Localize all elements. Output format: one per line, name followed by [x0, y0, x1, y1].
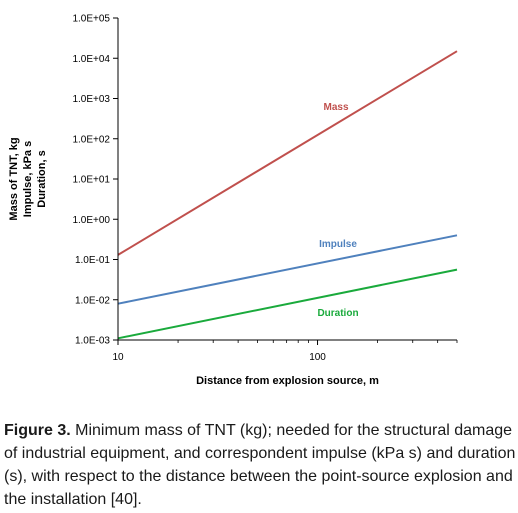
x-tick-label: 10: [112, 352, 124, 363]
y-axis-title-line: Mass of TNT, kg: [8, 137, 20, 220]
series-group: Mass Impulse Duration: [117, 50, 458, 340]
y-axis-title-line: Impulse, kPa s: [22, 141, 34, 217]
y-axis-title: Mass of TNT, kg Impulse, kPa s Duration, s: [8, 137, 48, 220]
series-label-impulse: Impulse: [319, 239, 357, 250]
figure-caption: Figure 3. Minimum mass of TNT (kg); need…: [4, 419, 516, 511]
y-tick-label: 1.0E-03: [75, 336, 110, 347]
y-tick-label: 1.0E+01: [72, 175, 110, 186]
y-tick-label: 1.0E+02: [72, 134, 110, 145]
x-axis-title: Distance from explosion source, m: [196, 375, 379, 387]
series-line-impulse: [117, 234, 458, 305]
y-tick-label: 1.0E+04: [72, 54, 110, 65]
y-tick-label: 1.0E+03: [72, 94, 110, 105]
y-ticks: 1.0E-03 1.0E-02 1.0E-01 1.0E+00 1.0E+01 1.0E+…: [72, 14, 118, 347]
series-label-mass: Mass: [323, 102, 348, 113]
series-line-mass: [117, 50, 458, 256]
series-line-duration: [117, 268, 458, 340]
y-tick-label: 1.0E+05: [72, 14, 110, 25]
y-tick-label: 1.0E-01: [75, 255, 110, 266]
y-tick-label: 1.0E-02: [75, 295, 110, 306]
figure-label: Figure 3.: [4, 422, 71, 439]
y-axis-title-line: Duration, s: [36, 150, 48, 207]
figure-caption-text: Minimum mass of TNT (kg); needed for the…: [4, 422, 516, 508]
x-tick-label: 100: [309, 352, 326, 363]
series-label-duration: Duration: [317, 308, 358, 319]
chart: 1.0E-03 1.0E-02 1.0E-01 1.0E+00 1.0E+01 1.0E+…: [8, 14, 458, 387]
y-tick-label: 1.0E+00: [72, 215, 110, 226]
x-ticks: 10 100: [112, 340, 326, 363]
